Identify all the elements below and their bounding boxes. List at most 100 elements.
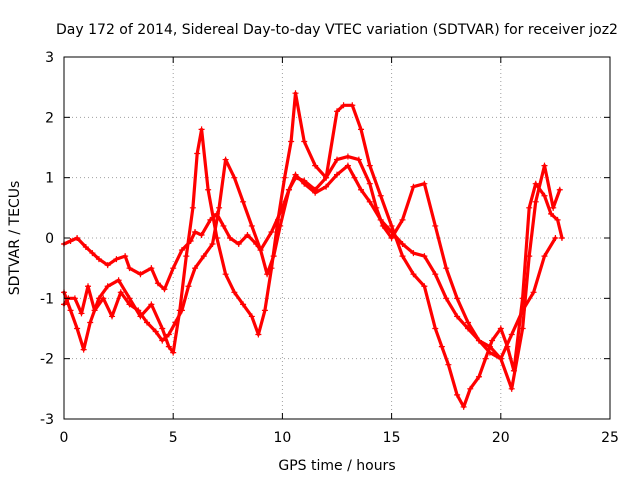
data-point	[235, 241, 242, 248]
data-point	[185, 283, 192, 290]
data-point	[126, 265, 133, 272]
data-point	[192, 228, 199, 235]
data-point	[443, 295, 450, 302]
data-point	[170, 265, 177, 272]
data-point	[244, 231, 251, 238]
data-point	[183, 253, 190, 260]
y-tick-label: 3	[45, 50, 54, 66]
data-point	[399, 216, 406, 223]
data-point	[87, 319, 94, 326]
data-point	[189, 204, 196, 211]
data-point	[541, 253, 548, 260]
data-point	[192, 265, 199, 272]
data-point	[277, 222, 284, 229]
data-point	[113, 256, 120, 263]
data-point	[143, 319, 150, 326]
data-point	[552, 235, 559, 241]
data-point	[526, 204, 533, 211]
y-tick-label: 0	[45, 231, 54, 247]
data-point	[548, 210, 555, 217]
data-point	[205, 186, 212, 193]
data-point	[255, 331, 262, 338]
data-point	[432, 271, 439, 278]
data-point	[159, 337, 166, 344]
data-point	[556, 186, 563, 193]
tick-labels: 0 5 10 15 20 25 -3 -2 -1 0 1 2 3	[40, 50, 619, 446]
data-point	[240, 198, 247, 205]
data-point	[421, 253, 428, 260]
data-point	[226, 235, 233, 241]
data-point	[379, 222, 386, 229]
data-point	[344, 162, 351, 169]
data-point	[340, 102, 347, 109]
data-point	[178, 247, 185, 254]
data-point	[454, 313, 461, 320]
data-point	[281, 174, 288, 181]
data-point	[323, 174, 330, 181]
data-point	[178, 307, 185, 314]
data-point	[399, 241, 406, 248]
data-point	[148, 301, 155, 308]
data-point	[344, 153, 351, 160]
x-tick-label: 10	[273, 430, 291, 446]
data-point	[198, 126, 205, 133]
data-point	[200, 253, 207, 260]
data-point	[222, 156, 229, 163]
data-point	[508, 331, 515, 338]
data-point	[373, 204, 380, 211]
data-point	[285, 186, 292, 193]
data-point	[154, 280, 161, 287]
data-point	[165, 343, 172, 350]
data-point	[519, 295, 526, 302]
data-point	[358, 186, 365, 193]
data-point	[137, 271, 144, 278]
data-point	[334, 171, 340, 178]
data-point	[460, 403, 467, 410]
data-point	[122, 253, 129, 260]
data-point	[216, 204, 223, 211]
data-point	[482, 355, 489, 362]
data-point	[209, 241, 216, 248]
data-point	[410, 183, 417, 190]
data-point	[532, 180, 539, 187]
data-point	[67, 238, 74, 245]
data-point	[504, 343, 511, 350]
data-point	[465, 319, 472, 326]
data-point	[510, 367, 517, 374]
data-point	[248, 222, 255, 229]
data-point	[85, 283, 92, 290]
data-point	[288, 138, 295, 145]
data-point	[421, 180, 428, 187]
data-point	[78, 310, 85, 317]
data-point	[220, 222, 227, 229]
data-point	[152, 328, 159, 335]
x-tick-label: 0	[60, 430, 69, 446]
x-axis-label: GPS time / hours	[278, 458, 395, 474]
data-point	[497, 355, 504, 362]
data-point	[104, 262, 111, 269]
data-point	[519, 325, 526, 332]
series-satellite-track-3	[61, 102, 565, 410]
y-tick-label: -3	[40, 412, 54, 428]
data-point	[268, 228, 275, 235]
data-point	[558, 235, 565, 241]
data-point	[257, 247, 264, 254]
data-point	[532, 198, 539, 205]
data-point	[292, 90, 299, 97]
data-point	[248, 313, 255, 320]
data-point	[312, 162, 319, 169]
data-point	[126, 295, 133, 302]
data-point	[194, 150, 201, 157]
data-point	[497, 325, 504, 332]
data-point	[170, 349, 177, 356]
data-point	[432, 222, 439, 229]
data-point	[117, 289, 124, 296]
data-point	[530, 289, 537, 296]
y-tick-label: 2	[45, 110, 54, 126]
data-point	[323, 183, 330, 190]
series-satellite-track-2	[61, 90, 563, 392]
data-point	[475, 337, 482, 344]
data-point	[126, 301, 133, 308]
data-point	[351, 174, 358, 181]
